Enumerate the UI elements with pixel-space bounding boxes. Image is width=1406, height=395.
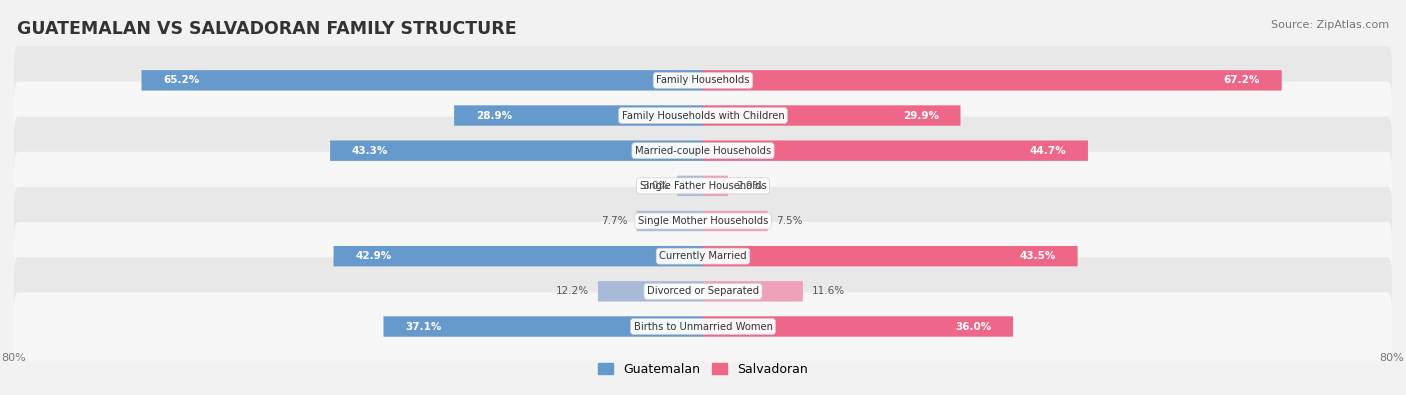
FancyBboxPatch shape [384, 316, 703, 337]
Text: Family Households: Family Households [657, 75, 749, 85]
Text: 29.9%: 29.9% [903, 111, 939, 120]
Text: 67.2%: 67.2% [1223, 75, 1260, 85]
FancyBboxPatch shape [678, 176, 703, 196]
FancyBboxPatch shape [703, 70, 1282, 90]
FancyBboxPatch shape [703, 316, 1012, 337]
Text: 28.9%: 28.9% [475, 111, 512, 120]
Text: Divorced or Separated: Divorced or Separated [647, 286, 759, 296]
FancyBboxPatch shape [330, 141, 703, 161]
FancyBboxPatch shape [703, 211, 768, 231]
FancyBboxPatch shape [703, 176, 728, 196]
Text: 37.1%: 37.1% [405, 322, 441, 331]
Text: 44.7%: 44.7% [1029, 146, 1066, 156]
FancyBboxPatch shape [333, 246, 703, 266]
FancyBboxPatch shape [14, 257, 1392, 325]
FancyBboxPatch shape [703, 281, 803, 301]
FancyBboxPatch shape [14, 187, 1392, 255]
FancyBboxPatch shape [598, 281, 703, 301]
Text: 65.2%: 65.2% [163, 75, 200, 85]
Text: 36.0%: 36.0% [955, 322, 991, 331]
Text: 3.0%: 3.0% [643, 181, 669, 191]
Text: Births to Unmarried Women: Births to Unmarried Women [634, 322, 772, 331]
FancyBboxPatch shape [142, 70, 703, 90]
Text: Single Mother Households: Single Mother Households [638, 216, 768, 226]
Text: Source: ZipAtlas.com: Source: ZipAtlas.com [1271, 20, 1389, 30]
Text: 11.6%: 11.6% [811, 286, 845, 296]
FancyBboxPatch shape [14, 81, 1392, 150]
Text: 43.5%: 43.5% [1019, 251, 1056, 261]
Text: Family Households with Children: Family Households with Children [621, 111, 785, 120]
FancyBboxPatch shape [14, 117, 1392, 185]
FancyBboxPatch shape [703, 246, 1077, 266]
Text: 12.2%: 12.2% [557, 286, 589, 296]
FancyBboxPatch shape [454, 105, 703, 126]
FancyBboxPatch shape [14, 222, 1392, 290]
Text: 2.9%: 2.9% [737, 181, 763, 191]
Text: 7.5%: 7.5% [776, 216, 803, 226]
Legend: Guatemalan, Salvadoran: Guatemalan, Salvadoran [598, 363, 808, 376]
Text: GUATEMALAN VS SALVADORAN FAMILY STRUCTURE: GUATEMALAN VS SALVADORAN FAMILY STRUCTUR… [17, 20, 516, 38]
Text: Married-couple Households: Married-couple Households [636, 146, 770, 156]
Text: 42.9%: 42.9% [356, 251, 391, 261]
Text: Single Father Households: Single Father Households [640, 181, 766, 191]
Text: 43.3%: 43.3% [352, 146, 388, 156]
FancyBboxPatch shape [14, 152, 1392, 220]
FancyBboxPatch shape [637, 211, 703, 231]
FancyBboxPatch shape [703, 105, 960, 126]
FancyBboxPatch shape [703, 141, 1088, 161]
Text: Currently Married: Currently Married [659, 251, 747, 261]
FancyBboxPatch shape [14, 292, 1392, 361]
FancyBboxPatch shape [14, 46, 1392, 115]
Text: 7.7%: 7.7% [602, 216, 628, 226]
